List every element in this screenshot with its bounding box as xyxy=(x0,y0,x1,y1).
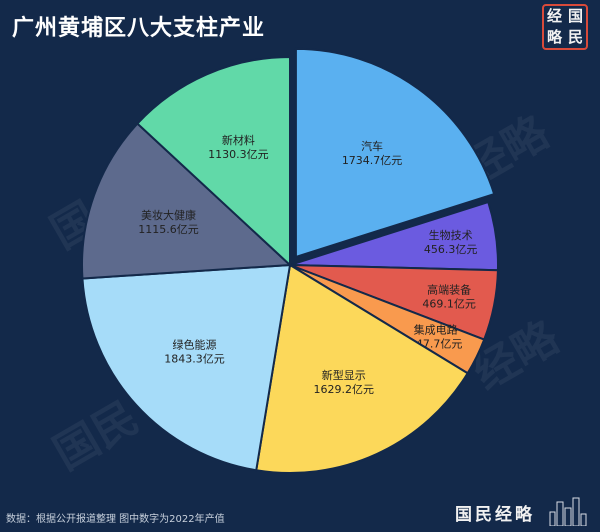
brand-seal-logo: 经 国 略 民 xyxy=(542,4,588,50)
brand-skyline-icon xyxy=(549,497,587,526)
brand-logo-text: 国民经略 xyxy=(455,505,535,525)
slice-label-5: 绿色能源 xyxy=(172,338,216,352)
slice-value-4: 1629.2亿元 xyxy=(314,383,375,396)
slice-value-5: 1843.3亿元 xyxy=(164,353,225,366)
pie-slice-0 xyxy=(294,47,496,259)
pie-slice-6 xyxy=(81,122,293,280)
source-footnote: 数据：根据公开报道整理 图中数字为2022年产值 xyxy=(6,514,225,525)
seal-char: 民 xyxy=(567,28,583,46)
seal-char: 经 xyxy=(546,7,562,25)
slice-label-2: 高端装备 xyxy=(427,283,471,297)
seal-char: 国 xyxy=(567,7,583,25)
slice-label-1: 生物技术 xyxy=(429,228,473,242)
slice-value-6: 1115.6亿元 xyxy=(138,223,199,236)
seal-char: 略 xyxy=(546,28,562,46)
pie-slice-4 xyxy=(255,263,470,474)
slice-value-0: 1734.7亿元 xyxy=(342,154,403,167)
pie-slice-5 xyxy=(81,263,292,472)
slice-label-3: 集成电路 xyxy=(414,323,458,337)
slice-value-1: 456.3亿元 xyxy=(424,243,478,256)
pie-slice-7 xyxy=(136,55,291,268)
slice-label-0: 汽车 xyxy=(361,139,383,153)
slice-label-4: 新型显示 xyxy=(322,368,366,382)
slice-value-2: 469.1亿元 xyxy=(422,298,476,311)
slice-value-7: 1130.3亿元 xyxy=(208,148,269,161)
slice-label-7: 新材料 xyxy=(222,133,255,147)
slice-label-6: 美妆大健康 xyxy=(141,208,196,222)
page-title: 广州黄埔区八大支柱产业 xyxy=(12,16,266,41)
